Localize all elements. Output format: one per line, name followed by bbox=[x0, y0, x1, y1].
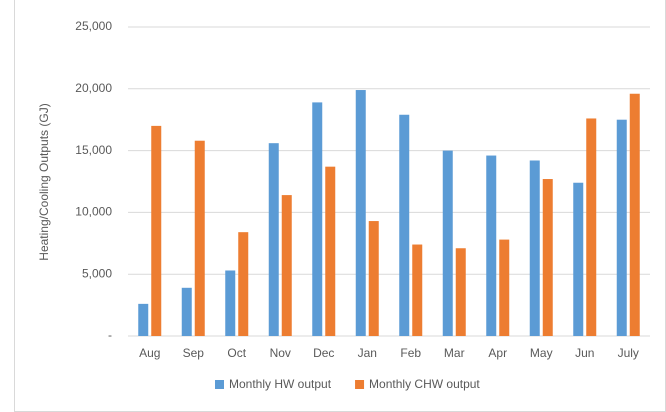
bar bbox=[616, 119, 627, 336]
bar bbox=[238, 232, 249, 336]
chart-frame bbox=[14, 0, 666, 412]
legend-label: Monthly HW output bbox=[229, 377, 332, 391]
x-tick-label: Sep bbox=[183, 346, 205, 360]
y-tick-label: 10,000 bbox=[75, 205, 112, 219]
bar bbox=[138, 303, 149, 336]
bar bbox=[412, 244, 423, 336]
x-tick-label: Mar bbox=[444, 346, 465, 360]
bar bbox=[529, 160, 540, 336]
x-tick-label: Dec bbox=[313, 346, 334, 360]
x-tick-label: July bbox=[618, 346, 639, 360]
bar bbox=[181, 287, 192, 336]
x-tick-label: Oct bbox=[227, 346, 246, 360]
bar bbox=[312, 102, 323, 336]
y-tick-label: 15,000 bbox=[75, 143, 112, 157]
x-tick-label: Feb bbox=[400, 346, 421, 360]
bar bbox=[455, 248, 466, 336]
bar bbox=[486, 155, 497, 336]
x-tick-label: Jun bbox=[575, 346, 594, 360]
bar bbox=[573, 182, 584, 336]
bar bbox=[586, 118, 597, 337]
y-tick-label: 25,000 bbox=[75, 19, 112, 33]
bar bbox=[629, 93, 640, 336]
y-tick-label: - bbox=[108, 328, 112, 342]
bar bbox=[499, 239, 510, 336]
x-tick-label: Jan bbox=[358, 346, 377, 360]
x-tick-label: May bbox=[530, 346, 553, 360]
legend-label: Monthly CHW output bbox=[369, 377, 480, 391]
bar bbox=[399, 114, 410, 336]
x-tick-label: Nov bbox=[270, 346, 291, 360]
bar bbox=[281, 195, 292, 336]
y-tick-label: 20,000 bbox=[75, 81, 112, 95]
bar bbox=[355, 90, 366, 336]
bar bbox=[194, 140, 205, 336]
legend-swatch bbox=[215, 380, 224, 389]
y-axis-title: Heating/Cooling Outputs (GJ) bbox=[37, 103, 51, 260]
x-tick-label: Aug bbox=[139, 346, 160, 360]
bar bbox=[225, 270, 236, 336]
x-tick-label: Apr bbox=[488, 346, 507, 360]
bar bbox=[151, 125, 162, 336]
bar bbox=[542, 179, 553, 336]
y-tick-label: 5,000 bbox=[82, 266, 112, 280]
bar bbox=[368, 221, 379, 336]
bar bbox=[268, 143, 279, 336]
bar bbox=[325, 166, 336, 336]
legend-swatch bbox=[355, 380, 365, 389]
bar bbox=[442, 150, 453, 336]
